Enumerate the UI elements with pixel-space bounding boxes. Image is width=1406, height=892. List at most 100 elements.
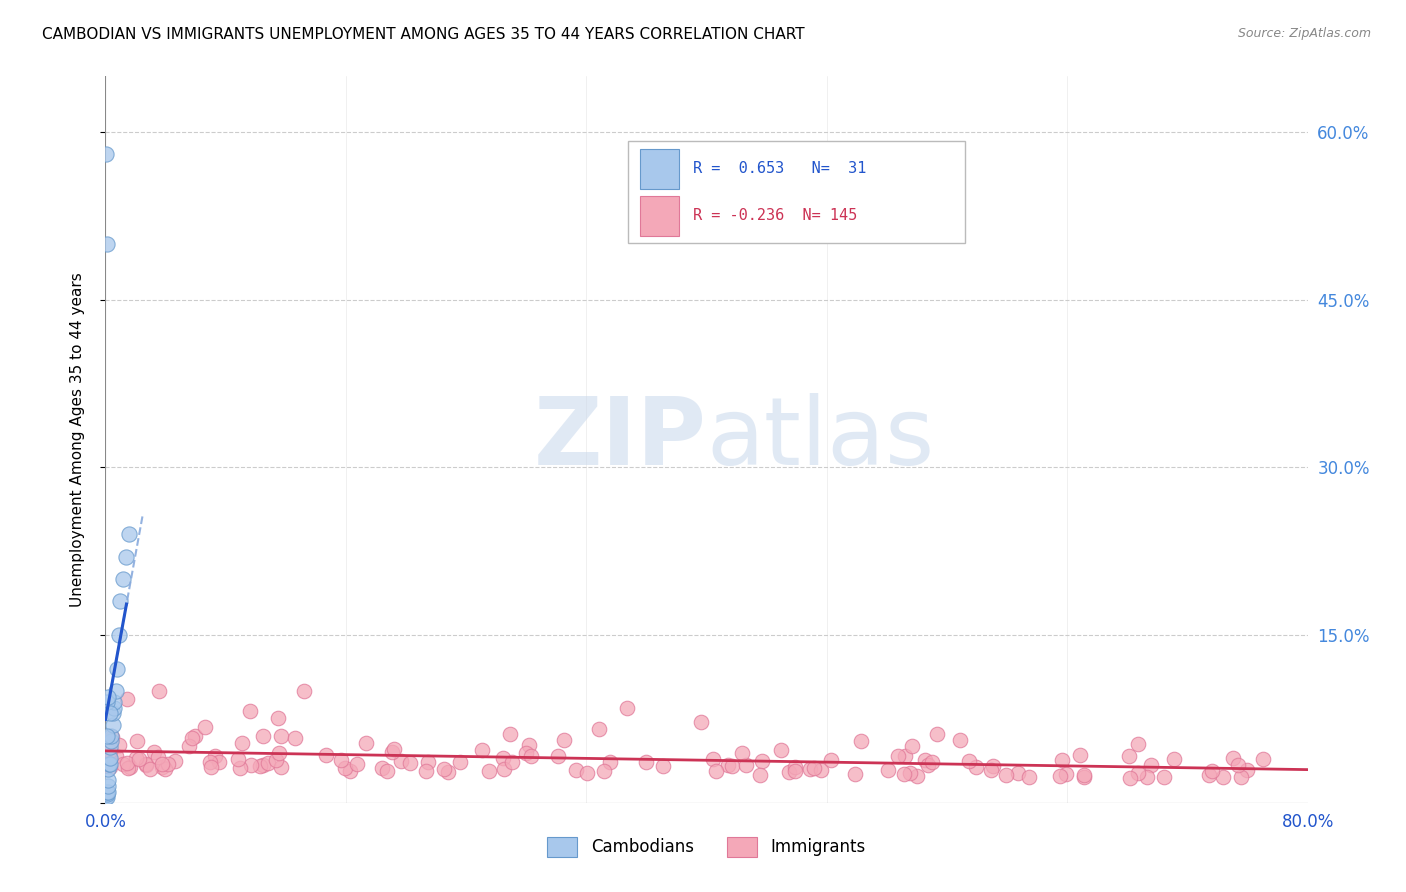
- Point: [471, 743, 494, 757]
- Point: [501, 755, 523, 769]
- Point: [1126, 737, 1149, 751]
- Point: [270, 760, 292, 774]
- Point: [917, 758, 939, 772]
- Point: [887, 748, 910, 763]
- Point: [101, 706, 124, 721]
- Point: [138, 763, 160, 777]
- Point: [449, 755, 471, 769]
- Point: [198, 755, 221, 769]
- Point: [96, 236, 118, 251]
- Point: [1069, 747, 1091, 762]
- Point: [107, 662, 129, 676]
- Point: [389, 754, 412, 768]
- Point: [949, 732, 972, 747]
- Point: [418, 756, 440, 770]
- Legend: Cambodians, Immigrants: Cambodians, Immigrants: [541, 830, 872, 863]
- Point: [751, 754, 773, 768]
- Point: [239, 704, 262, 718]
- Text: Source: ZipAtlas.com: Source: ZipAtlas.com: [1237, 27, 1371, 40]
- Point: [925, 727, 948, 741]
- Point: [905, 769, 928, 783]
- Point: [333, 761, 356, 775]
- Y-axis label: Unemployment Among Ages 35 to 44 years: Unemployment Among Ages 35 to 44 years: [70, 272, 84, 607]
- Point: [98, 750, 121, 764]
- Point: [98, 760, 121, 774]
- Point: [803, 761, 825, 775]
- Point: [103, 700, 125, 714]
- Point: [180, 731, 202, 745]
- Point: [851, 733, 873, 747]
- Point: [110, 594, 132, 608]
- Point: [97, 773, 120, 788]
- Point: [252, 758, 274, 772]
- FancyBboxPatch shape: [640, 149, 679, 188]
- Point: [107, 738, 129, 752]
- Point: [1212, 771, 1234, 785]
- Point: [565, 764, 588, 778]
- Point: [163, 754, 186, 768]
- Point: [148, 750, 170, 764]
- Point: [898, 765, 921, 780]
- Point: [135, 758, 157, 772]
- Point: [96, 787, 118, 801]
- Point: [721, 759, 744, 773]
- Point: [104, 748, 127, 763]
- Point: [399, 756, 422, 770]
- Point: [108, 628, 131, 642]
- Point: [96, 784, 118, 798]
- Point: [96, 790, 118, 805]
- Point: [101, 730, 124, 744]
- Point: [371, 761, 394, 775]
- Point: [204, 749, 226, 764]
- Text: CAMBODIAN VS IMMIGRANTS UNEMPLOYMENT AMONG AGES 35 TO 44 YEARS CORRELATION CHART: CAMBODIAN VS IMMIGRANTS UNEMPLOYMENT AMO…: [42, 27, 804, 42]
- Point: [249, 759, 271, 773]
- Point: [995, 768, 1018, 782]
- Point: [256, 756, 278, 770]
- Point: [810, 763, 832, 777]
- Point: [97, 762, 120, 776]
- Point: [329, 753, 352, 767]
- Point: [112, 757, 135, 772]
- Point: [118, 527, 141, 541]
- Point: [96, 147, 118, 161]
- Point: [346, 757, 368, 772]
- Point: [177, 739, 200, 754]
- Point: [382, 742, 405, 756]
- Text: atlas: atlas: [707, 393, 935, 485]
- Point: [921, 756, 943, 770]
- Point: [135, 757, 157, 772]
- Point: [515, 746, 537, 760]
- Point: [499, 727, 522, 741]
- Point: [104, 684, 127, 698]
- Point: [124, 751, 146, 765]
- Point: [194, 720, 217, 734]
- Point: [1230, 770, 1253, 784]
- Point: [901, 739, 924, 753]
- Point: [492, 751, 515, 765]
- Point: [690, 714, 713, 729]
- Point: [717, 758, 740, 772]
- Point: [437, 765, 460, 780]
- Point: [702, 752, 724, 766]
- Point: [433, 762, 456, 776]
- Point: [264, 753, 287, 767]
- Point: [1073, 771, 1095, 785]
- Point: [519, 749, 541, 764]
- Text: R =  0.653   N=  31: R = 0.653 N= 31: [693, 161, 866, 176]
- Point: [1007, 766, 1029, 780]
- Text: ZIP: ZIP: [534, 393, 707, 485]
- Point: [270, 730, 292, 744]
- Point: [914, 754, 936, 768]
- Point: [315, 747, 337, 762]
- Point: [651, 759, 673, 773]
- Point: [101, 717, 124, 731]
- Point: [553, 732, 575, 747]
- Point: [1198, 768, 1220, 782]
- Point: [103, 695, 125, 709]
- Point: [1054, 767, 1077, 781]
- Point: [339, 764, 361, 778]
- Point: [517, 738, 540, 752]
- Point: [117, 692, 139, 706]
- Point: [112, 572, 135, 586]
- Point: [252, 729, 274, 743]
